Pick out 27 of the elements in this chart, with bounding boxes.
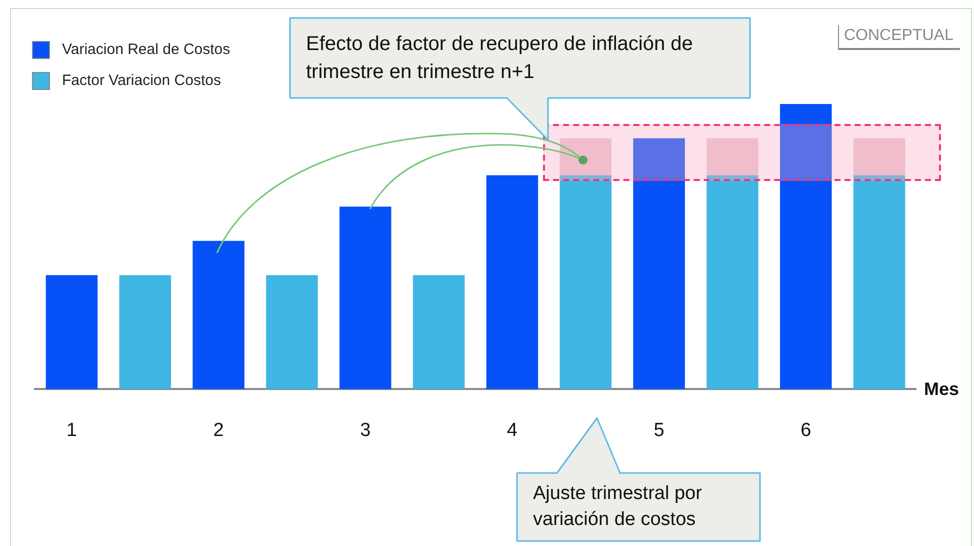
- x-tick-label: 2: [213, 420, 224, 441]
- bar: [339, 206, 392, 390]
- bar: [706, 138, 758, 176]
- bar: [412, 275, 465, 390]
- bar: [560, 138, 612, 176]
- bar: [46, 275, 98, 390]
- bar: [560, 175, 612, 390]
- x-tick-label: 1: [66, 420, 77, 441]
- x-axis-title: Mes: [924, 379, 960, 400]
- bar: [266, 275, 318, 390]
- text: Efecto de factor de recupero de inflación de trimestre en trimestre n+1: [305, 32, 694, 85]
- bar: [633, 138, 685, 390]
- bar: [780, 104, 832, 390]
- bar: [706, 175, 758, 390]
- x-tick-label: 5: [654, 420, 664, 441]
- bar: [192, 240, 244, 390]
- x-tick-label: 4: [506, 420, 518, 441]
- text: CONCEPTUAL: [838, 25, 960, 50]
- x-tick-label: 6: [800, 420, 812, 441]
- x-tick-label: 3: [360, 420, 371, 441]
- text: Ajuste trimestral por variación de costos: [532, 482, 703, 532]
- legend-label: Factor Variacion Costos: [62, 72, 221, 89]
- bar: [853, 138, 906, 176]
- bar: [119, 275, 172, 390]
- bar: [486, 175, 538, 390]
- legend-label: Variacion Real de Costos: [62, 41, 230, 58]
- bar: [853, 175, 906, 390]
